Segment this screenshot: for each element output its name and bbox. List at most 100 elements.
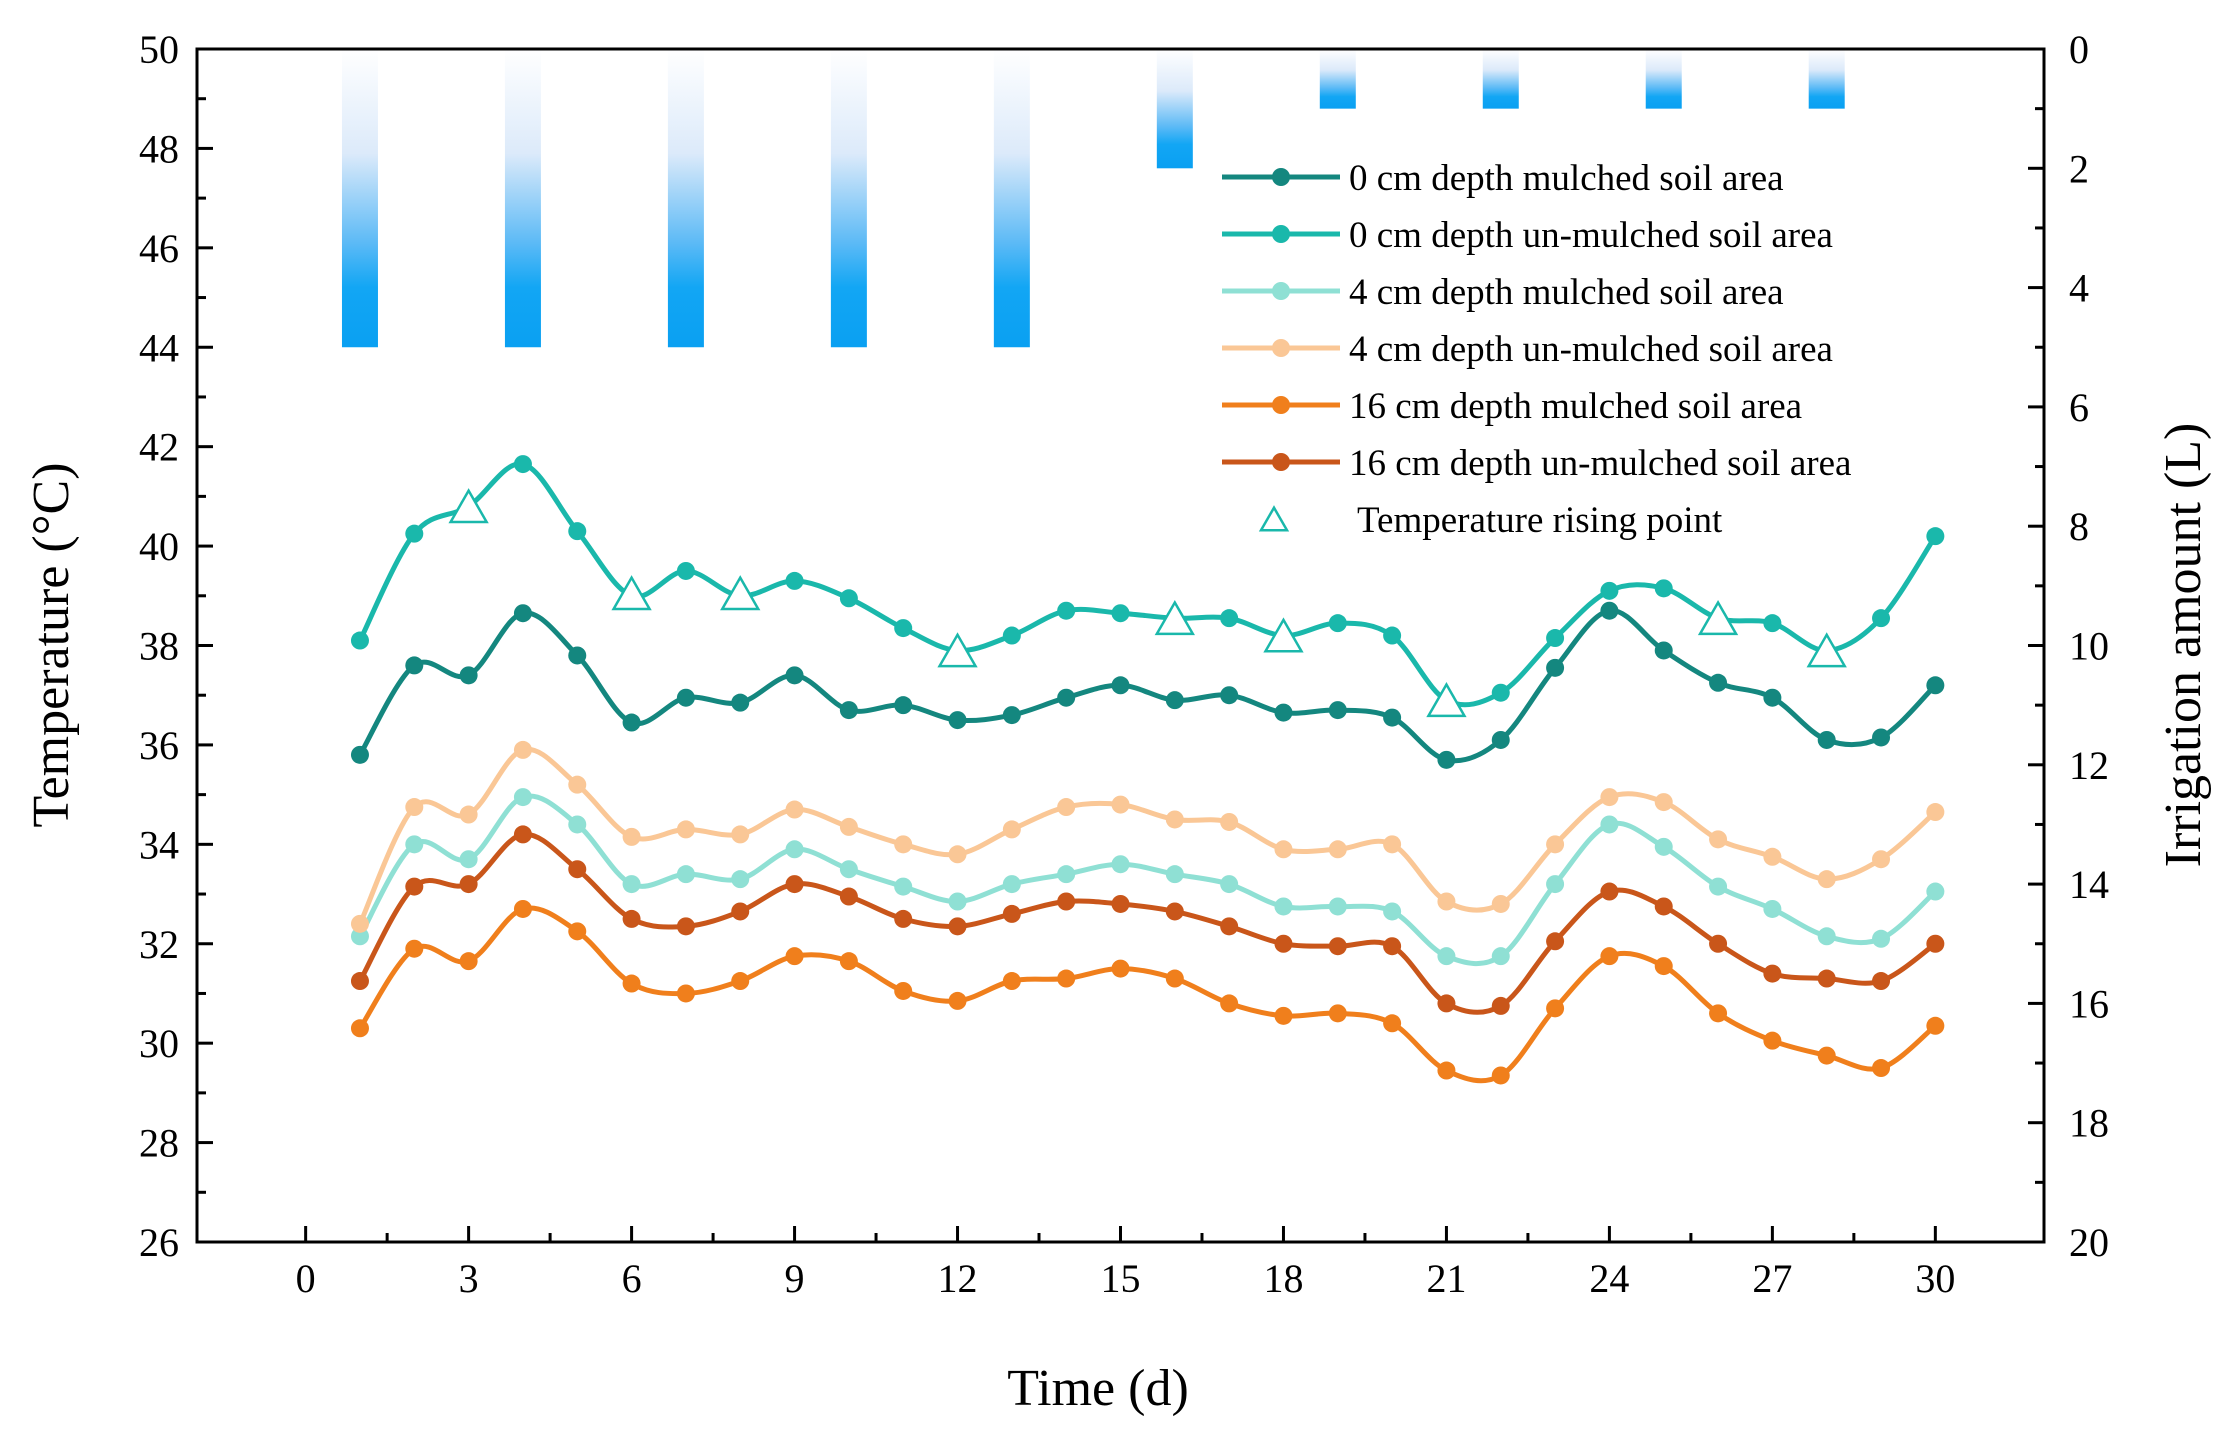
rising-point-marker: [937, 632, 978, 668]
irrigation-bar: [1319, 49, 1356, 109]
series-6: [350, 825, 1945, 1015]
data-point: [513, 899, 532, 918]
data-point: [1546, 835, 1565, 854]
legend-item: 0 cm depth un-mulched soil area: [1222, 215, 1833, 256]
data-point: [1926, 934, 1945, 953]
data-point: [1220, 812, 1239, 831]
data-point: [1709, 673, 1728, 692]
y2-tick-label: 2: [2069, 146, 2089, 191]
y2-tick-label: 4: [2069, 266, 2089, 311]
irrigation-bar: [667, 49, 704, 348]
x-tick-label: 24: [1589, 1256, 1629, 1301]
data-point: [1491, 1066, 1510, 1085]
data-point: [785, 666, 804, 685]
y-tick-label: 46: [139, 226, 179, 271]
data-point: [1383, 835, 1402, 854]
data-point: [1111, 795, 1130, 814]
data-point: [1328, 897, 1347, 916]
irrigation-bar: [504, 49, 541, 348]
data-point: [1654, 579, 1673, 598]
irrigation-bar: [341, 49, 378, 348]
data-point: [1002, 875, 1021, 894]
data-point: [1654, 957, 1673, 976]
data-point: [1057, 892, 1076, 911]
y-tick-label: 44: [139, 325, 179, 370]
data-point: [1546, 932, 1565, 951]
data-point: [1491, 947, 1510, 966]
data-point: [1437, 947, 1456, 966]
y2-tick-label: 0: [2069, 27, 2089, 72]
data-point: [1274, 840, 1293, 859]
data-point: [622, 875, 641, 894]
data-point: [622, 827, 641, 846]
y2-tick-label: 14: [2069, 862, 2109, 907]
y-tick-label: 40: [139, 524, 179, 569]
data-point: [1654, 793, 1673, 812]
data-point: [1383, 937, 1402, 956]
data-point: [1437, 1061, 1456, 1080]
data-point: [839, 701, 858, 720]
data-point: [1654, 897, 1673, 916]
irrigation-bar: [1645, 49, 1682, 109]
data-point: [1546, 875, 1565, 894]
irrigation-bar: [830, 49, 867, 348]
data-point: [1600, 601, 1619, 620]
y-tick-labels: 26 28 30 32 34 36 38 40 42 44 46 48 50: [139, 27, 179, 1265]
data-point: [731, 693, 750, 712]
series-line: [357, 831, 1938, 1015]
x-tick-label: 0: [296, 1256, 316, 1301]
data-point: [731, 870, 750, 889]
data-point: [1383, 902, 1402, 921]
x-tick-label: 18: [1263, 1256, 1303, 1301]
data-point: [839, 952, 858, 971]
data-point: [513, 740, 532, 759]
y2-tick-label: 16: [2069, 981, 2109, 1026]
legend-item: 0 cm depth mulched soil area: [1222, 158, 1784, 199]
data-point: [1002, 626, 1021, 645]
data-point: [1111, 676, 1130, 695]
data-point: [1165, 691, 1184, 710]
y-axis-title: Temperature (°C): [23, 462, 80, 827]
data-point: [785, 947, 804, 966]
data-point: [1383, 708, 1402, 727]
legend-label: 0 cm depth mulched soil area: [1349, 158, 1784, 199]
data-point: [1817, 969, 1836, 988]
data-point: [1491, 683, 1510, 702]
data-point: [1926, 803, 1945, 822]
data-point: [1328, 614, 1347, 633]
data-point: [948, 845, 967, 864]
data-point: [1165, 865, 1184, 884]
rising-point-marker: [1806, 632, 1847, 668]
y-tick-label: 50: [139, 27, 179, 72]
legend-label: 16 cm depth un-mulched soil area: [1349, 443, 1851, 484]
legend-label: 4 cm depth un-mulched soil area: [1349, 329, 1833, 370]
data-point: [1763, 899, 1782, 918]
y2-tick-label: 18: [2069, 1101, 2109, 1146]
data-point: [1491, 996, 1510, 1015]
data-point: [1328, 840, 1347, 859]
irrigation-bars: [341, 49, 1845, 348]
data-point: [459, 952, 478, 971]
data-point: [405, 656, 424, 675]
data-point: [1872, 609, 1891, 628]
data-point: [894, 981, 913, 1000]
data-point: [1872, 728, 1891, 747]
data-point: [1111, 855, 1130, 874]
rising-point-marker: [720, 575, 761, 611]
data-point: [1872, 972, 1891, 991]
data-point: [1709, 830, 1728, 849]
data-point: [568, 522, 587, 541]
data-point: [350, 927, 369, 946]
y2-tick-label: 12: [2069, 743, 2109, 788]
rising-point-marker: [1697, 599, 1739, 636]
data-point: [1763, 1031, 1782, 1050]
data-point: [1111, 959, 1130, 978]
data-point: [894, 909, 913, 928]
y-tick-label: 38: [139, 624, 179, 669]
x-tick-label: 21: [1426, 1256, 1466, 1301]
rising-point-marker: [1263, 617, 1304, 653]
data-point: [1220, 686, 1239, 705]
y-tick-label: 26: [139, 1220, 179, 1265]
rising-point-marker: [1154, 599, 1195, 636]
